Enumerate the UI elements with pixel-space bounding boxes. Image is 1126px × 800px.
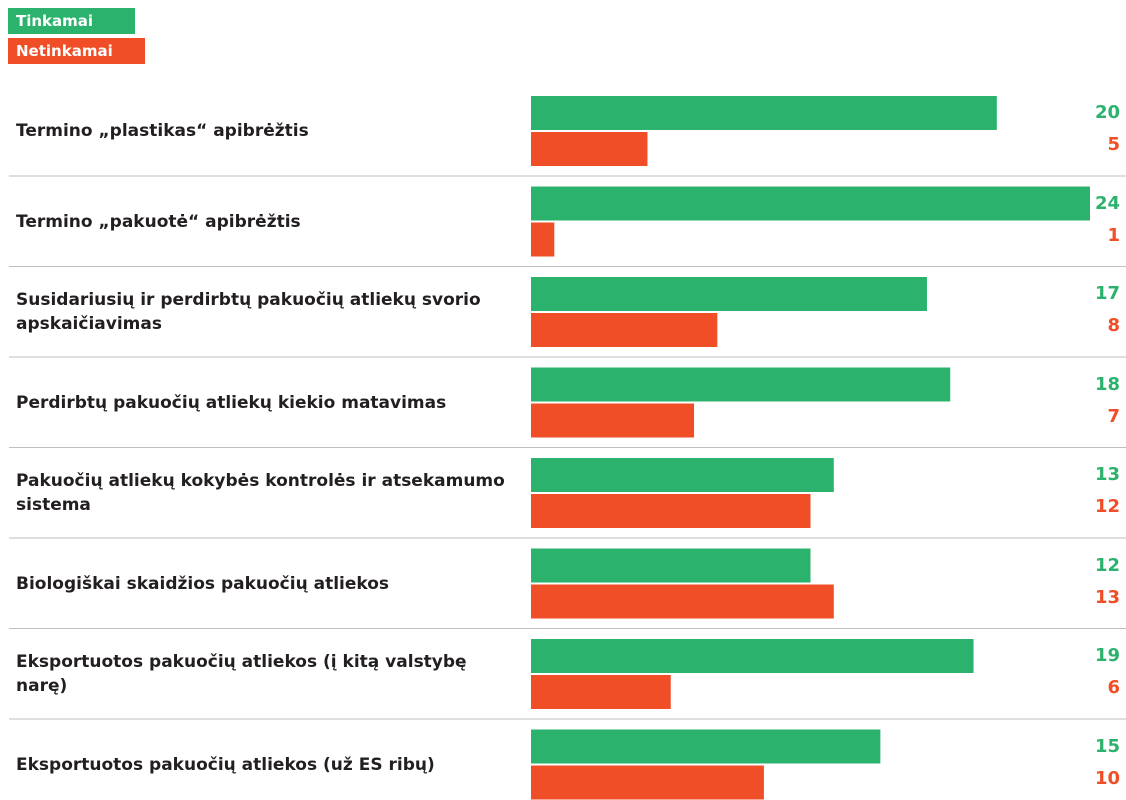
bar-netinkamai [531, 222, 555, 257]
value-label-netinkamai: 12 [1094, 496, 1120, 517]
value-label-tinkamai: 19 [1094, 645, 1120, 666]
bar-netinkamai [531, 675, 671, 709]
value-label-netinkamai: 1 [1107, 224, 1120, 246]
bar-netinkamai [531, 765, 764, 800]
bar-netinkamai [531, 132, 648, 166]
category-label: Biologiškai skaidžios pakuočių atliekos [16, 573, 390, 594]
bar-tinkamai [531, 186, 1090, 221]
bar-tinkamai [531, 548, 811, 583]
value-label-tinkamai: 24 [1094, 192, 1120, 214]
bar-tinkamai [531, 458, 834, 492]
category-label: Perdirbtų pakuočių atliekų kiekio matavi… [16, 392, 447, 413]
bar-tinkamai [531, 729, 881, 764]
category-label: Eksportuotos pakuočių atliekos (į kitą v… [16, 652, 467, 696]
value-label-tinkamai: 13 [1094, 464, 1120, 485]
bar-tinkamai [531, 96, 997, 130]
legend-item-tinkamai: Tinkamai [8, 8, 135, 34]
legend: Tinkamai Netinkamai [8, 8, 145, 68]
value-label-netinkamai: 13 [1094, 586, 1120, 608]
value-label-netinkamai: 7 [1107, 405, 1120, 427]
bar-netinkamai [531, 494, 811, 528]
value-label-tinkamai: 12 [1094, 554, 1120, 576]
value-label-tinkamai: 18 [1094, 373, 1120, 395]
bar-tinkamai [531, 367, 951, 402]
category-label: Susidariusių ir perdirbtų pakuočių atlie… [16, 290, 481, 334]
category-label: Eksportuotos pakuočių atliekos (už ES ri… [16, 754, 435, 775]
bar-tinkamai [531, 639, 974, 673]
bar-netinkamai [531, 403, 695, 438]
bar-netinkamai [531, 313, 718, 347]
bar-netinkamai [531, 584, 834, 619]
category-label: Termino „plastikas“ apibrėžtis [16, 121, 309, 141]
bar-tinkamai [531, 277, 927, 311]
category-label: Termino „pakuotė“ apibrėžtis [16, 211, 301, 232]
value-label-netinkamai: 6 [1107, 677, 1120, 698]
value-label-tinkamai: 17 [1094, 283, 1120, 304]
legend-item-netinkamai: Netinkamai [8, 38, 145, 64]
value-label-netinkamai: 8 [1107, 315, 1120, 336]
category-label: Pakuočių atliekų kokybės kontrolės ir at… [16, 471, 505, 515]
value-label-tinkamai: 15 [1094, 735, 1120, 757]
value-label-netinkamai: 10 [1094, 767, 1120, 789]
value-label-netinkamai: 5 [1107, 134, 1120, 155]
value-label-tinkamai: 20 [1094, 102, 1120, 123]
